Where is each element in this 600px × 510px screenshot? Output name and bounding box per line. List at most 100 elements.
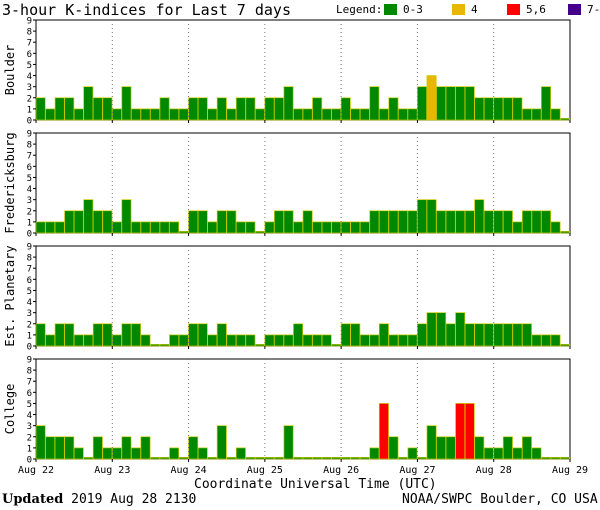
- y-tick-label: 5: [27, 287, 32, 297]
- k-index-bar: [321, 456, 332, 460]
- k-index-bar: [436, 210, 447, 234]
- k-index-bar: [131, 108, 141, 121]
- k-index-bar: [150, 343, 161, 347]
- k-index-bar: [502, 436, 513, 460]
- k-index-bar: [350, 108, 361, 121]
- k-index-bar: [274, 210, 284, 234]
- k-index-bar: [512, 97, 523, 121]
- k-index-bar: [102, 447, 113, 460]
- k-index-bar: [474, 97, 485, 121]
- k-index-bar: [83, 334, 94, 347]
- k-index-bar: [455, 210, 466, 234]
- updated-label: Updated: [2, 492, 64, 507]
- k-index-bar: [111, 221, 122, 234]
- y-tick-label: 1: [27, 105, 32, 115]
- y-tick-label: 5: [27, 174, 32, 184]
- k-index-bar: [197, 210, 208, 234]
- k-index-bar: [474, 436, 485, 460]
- k-index-bar: [340, 221, 351, 234]
- k-index-bar: [54, 436, 65, 460]
- k-index-bar: [121, 199, 132, 234]
- k-index-bar: [207, 334, 218, 347]
- k-index-bar: [150, 456, 161, 460]
- k-index-bar: [150, 221, 161, 234]
- k-index-bar: [64, 210, 75, 234]
- y-tick-label: 0: [27, 456, 32, 466]
- y-tick-label: 8: [27, 254, 32, 264]
- k-index-bar: [64, 97, 75, 121]
- k-index-bar: [407, 447, 418, 460]
- k-index-bar: [531, 210, 542, 234]
- k-index-bar: [92, 436, 103, 460]
- k-index-bar: [560, 230, 571, 234]
- k-index-bar: [398, 210, 408, 234]
- k-index-bar: [264, 334, 275, 347]
- k-index-bar: [169, 447, 180, 460]
- k-index-bar: [216, 425, 227, 460]
- k-index-bar: [73, 447, 84, 460]
- legend-item-7-9: 7-9: [568, 3, 600, 16]
- k-index-bar: [188, 97, 199, 121]
- k-index-bar: [388, 97, 399, 121]
- k-index-bar: [111, 447, 122, 460]
- legend-swatch: [452, 4, 465, 15]
- k-index-bar: [407, 108, 418, 121]
- y-tick-label: 3: [27, 309, 32, 319]
- k-index-bar: [197, 97, 208, 121]
- k-index-bar: [340, 456, 351, 460]
- k-index-bar: [436, 86, 447, 121]
- k-index-bar: [216, 323, 227, 347]
- y-tick-label: 9: [27, 130, 32, 140]
- y-tick-label: 6: [27, 50, 32, 60]
- k-index-bar: [140, 436, 151, 460]
- k-index-bar: [159, 97, 170, 121]
- k-index-bar: [483, 323, 494, 347]
- k-index-bar: [178, 334, 189, 347]
- k-index-bar: [302, 456, 313, 460]
- k-index-bar: [464, 323, 475, 347]
- y-tick-label: 8: [27, 367, 32, 377]
- k-index-bar: [102, 210, 113, 234]
- k-index-bar: [531, 334, 542, 347]
- k-index-bar: [541, 334, 551, 347]
- k-index-bar: [312, 456, 323, 460]
- k-index-bar: [560, 343, 571, 347]
- y-tick-label: 9: [27, 243, 32, 253]
- y-tick-label: 0: [27, 117, 32, 127]
- x-tick-label: Aug 22: [18, 465, 54, 476]
- k-index-bar: [512, 447, 523, 460]
- k-index-bar: [417, 456, 428, 460]
- y-tick-label: 3: [27, 422, 32, 432]
- k-index-bar: [245, 334, 256, 347]
- k-index-bar: [521, 210, 532, 234]
- y-tick-label: 3: [27, 83, 32, 93]
- k-index-bar: [455, 403, 466, 460]
- station-label: College: [3, 384, 17, 435]
- k-index-bar: [493, 323, 504, 347]
- y-tick-label: 7: [27, 378, 32, 388]
- k-index-bar: [235, 97, 246, 121]
- k-index-bar: [302, 334, 313, 347]
- k-index-bar: [550, 221, 561, 234]
- k-index-bar: [445, 436, 456, 460]
- k-index-bar: [83, 199, 94, 234]
- y-tick-label: 8: [27, 28, 32, 38]
- k-index-bar: [283, 210, 294, 234]
- k-index-bar: [274, 456, 284, 460]
- y-tick-label: 7: [27, 152, 32, 162]
- k-index-bar: [331, 221, 342, 234]
- k-index-bar: [35, 221, 46, 234]
- k-index-bar: [541, 456, 551, 460]
- k-index-bar: [531, 447, 542, 460]
- k-index-bar: [254, 230, 265, 234]
- k-index-bar: [140, 334, 151, 347]
- y-tick-label: 1: [27, 218, 32, 228]
- k-index-bar: [388, 210, 399, 234]
- k-index-bar: [550, 334, 561, 347]
- k-index-bar: [541, 86, 551, 121]
- k-index-bar: [331, 456, 342, 460]
- k-index-bar: [378, 108, 389, 121]
- k-index-bar: [283, 425, 294, 460]
- k-index-bar: [312, 221, 323, 234]
- k-index-bar: [64, 436, 75, 460]
